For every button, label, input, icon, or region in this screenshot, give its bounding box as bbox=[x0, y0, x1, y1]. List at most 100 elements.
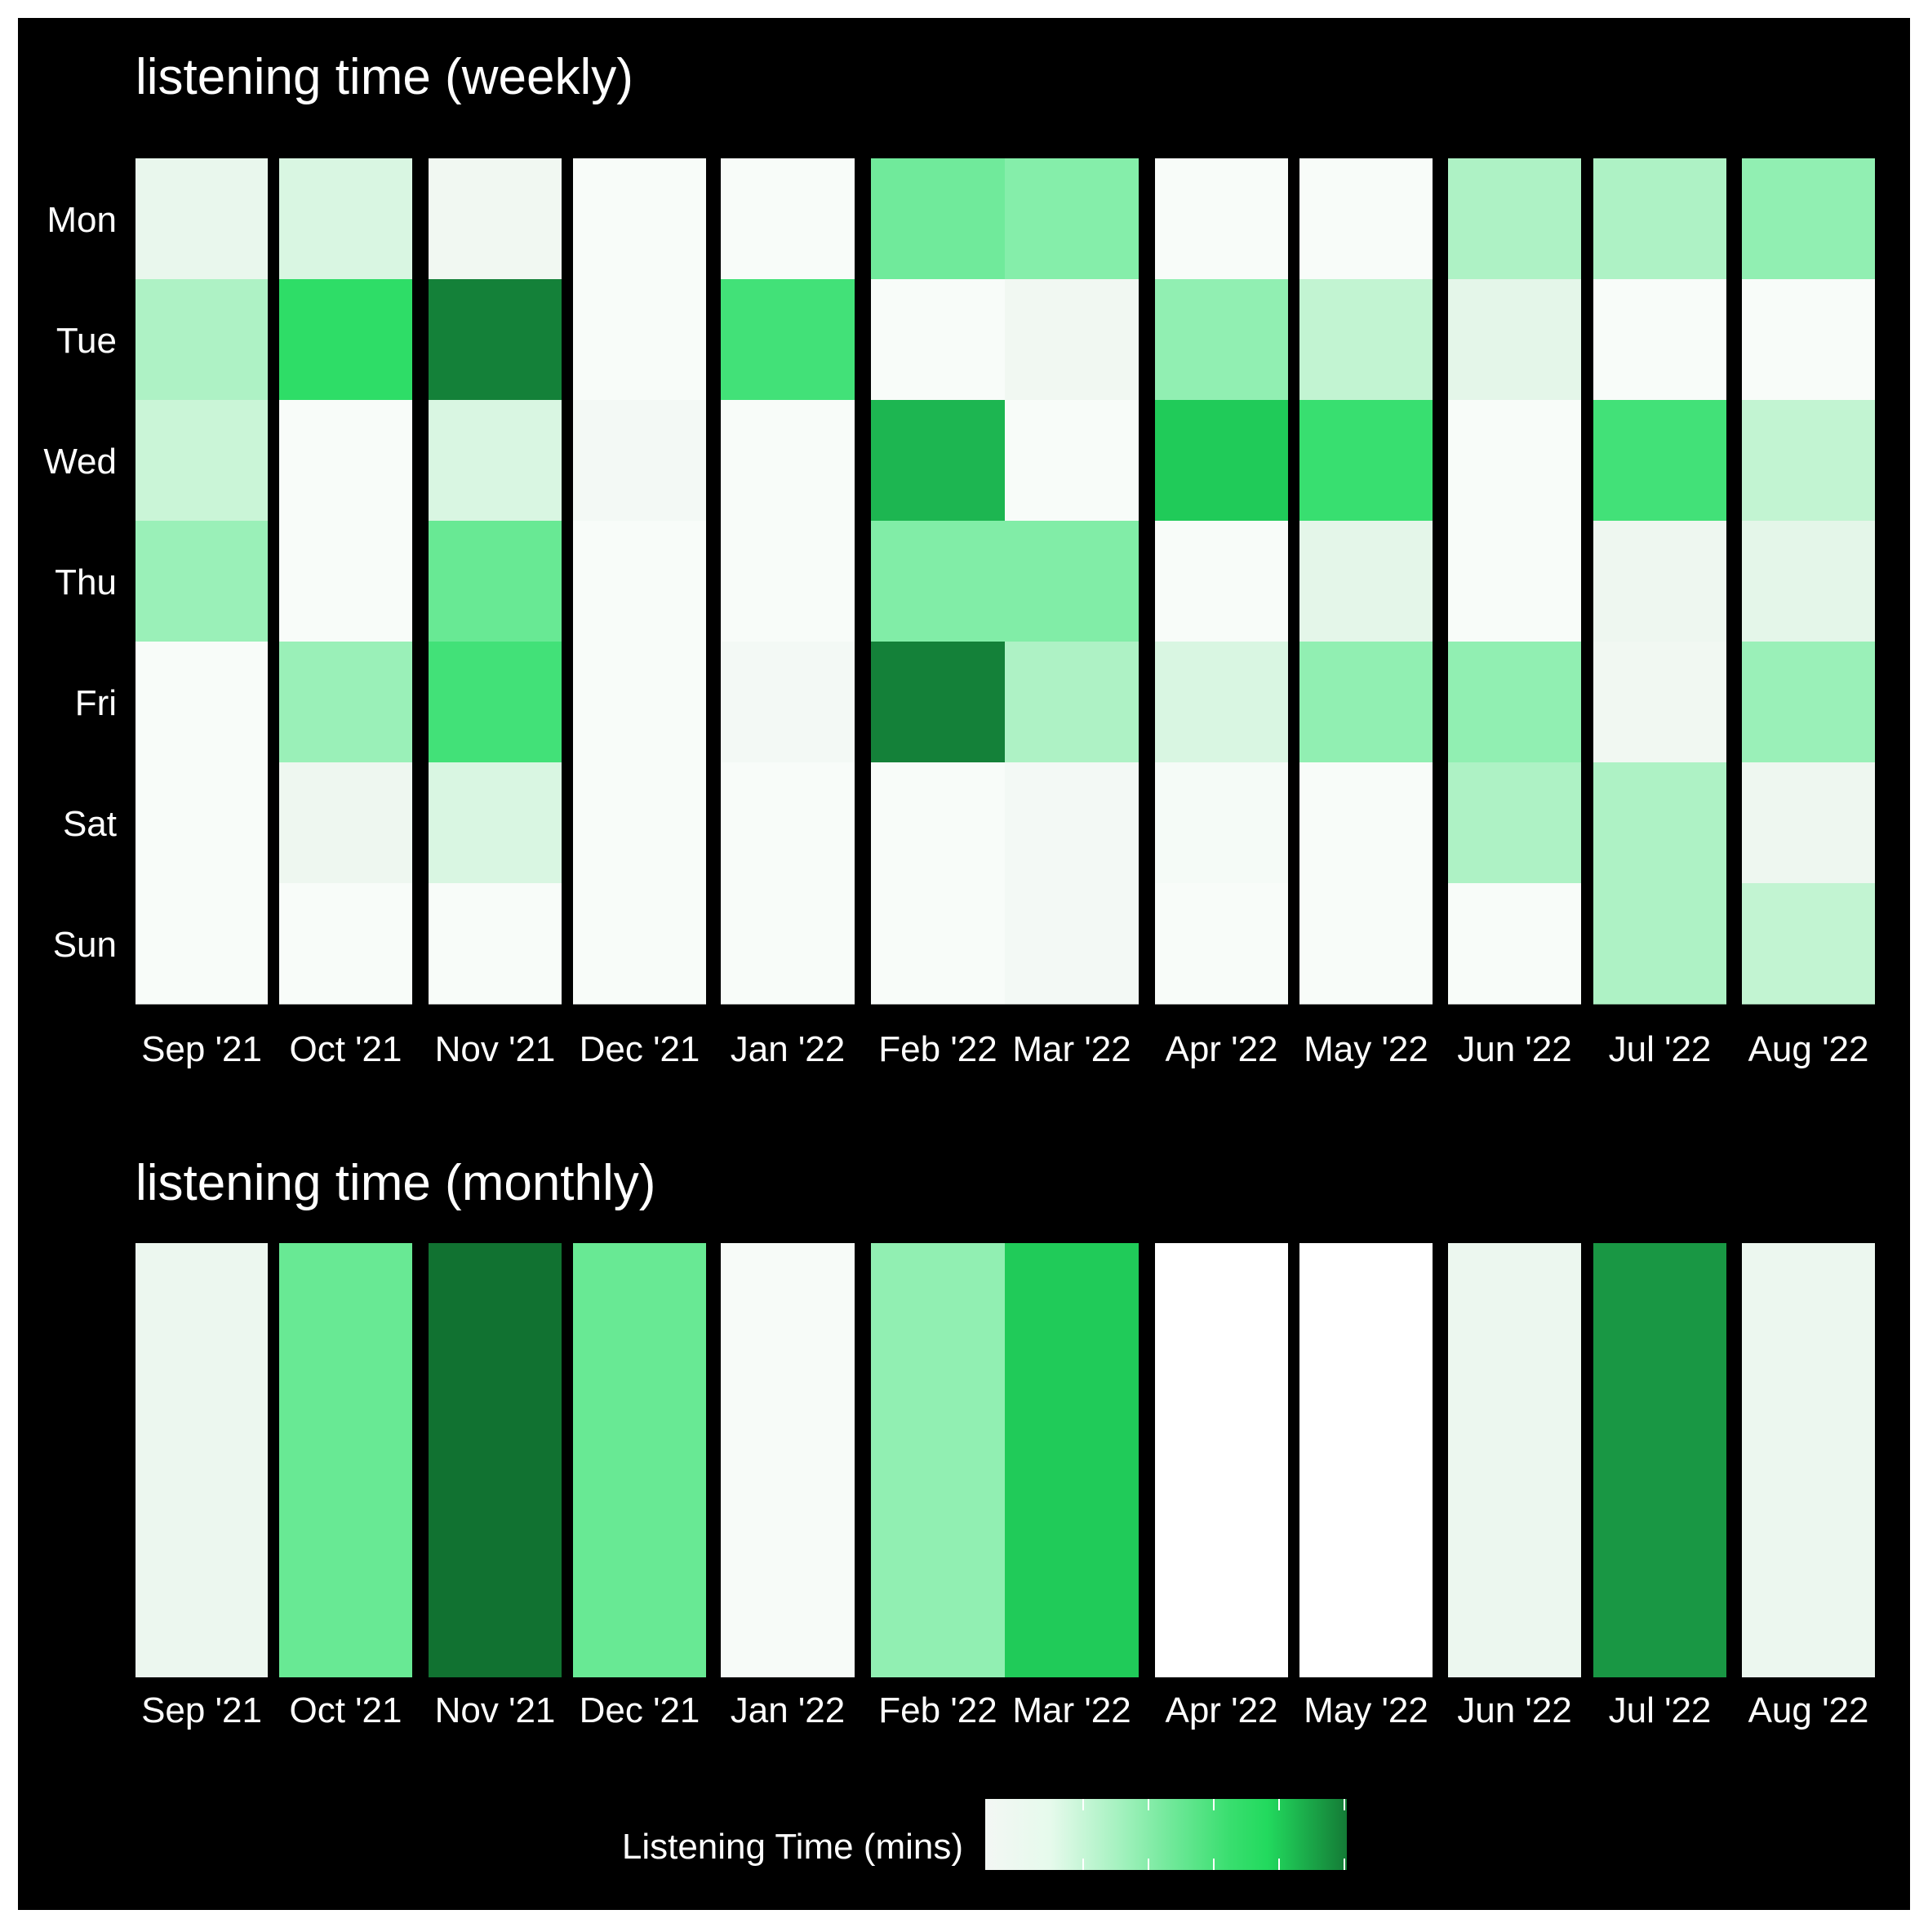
weekly-cell bbox=[721, 521, 855, 642]
weekly-cell bbox=[721, 279, 855, 401]
day-tick-label: Mon bbox=[47, 200, 117, 240]
day-tick-label: Tue bbox=[56, 321, 117, 361]
legend-colorbar bbox=[985, 1799, 1347, 1870]
month-tick-label: May '22 bbox=[1304, 1029, 1428, 1069]
weekly-cell bbox=[1593, 400, 1726, 522]
day-tick-label: Thu bbox=[55, 562, 117, 602]
month-tick-label: Aug '22 bbox=[1748, 1690, 1869, 1730]
month-tick-label: Nov '21 bbox=[435, 1690, 556, 1730]
weekly-cell bbox=[871, 642, 1005, 763]
weekly-cell bbox=[1005, 762, 1139, 884]
weekly-cell bbox=[871, 762, 1005, 884]
weekly-cell bbox=[429, 762, 562, 884]
month-tick-label: Sep '21 bbox=[141, 1690, 262, 1730]
weekly-cell bbox=[1448, 521, 1581, 642]
month-tick-label: Dec '21 bbox=[580, 1690, 700, 1730]
month-tick-label: Mar '22 bbox=[1012, 1029, 1131, 1069]
monthly-cell bbox=[721, 1243, 855, 1677]
monthly-cell bbox=[871, 1243, 1005, 1677]
weekly-cell bbox=[1448, 883, 1581, 1005]
weekly-title: listening time (weekly) bbox=[135, 49, 633, 105]
weekly-cell bbox=[1742, 642, 1875, 763]
weekly-heatmap: Mon Tue Wed Thu Fri Sat Sun Sep '21 Oct '21 Nov '… bbox=[43, 158, 1875, 1069]
weekly-cell bbox=[1742, 158, 1875, 280]
month-tick-label: Jul '22 bbox=[1609, 1690, 1712, 1730]
weekly-cell bbox=[1742, 279, 1875, 401]
weekly-cell bbox=[1155, 521, 1288, 642]
weekly-cell bbox=[1005, 883, 1139, 1005]
weekly-cell bbox=[1005, 279, 1139, 401]
weekly-cell bbox=[1005, 642, 1139, 763]
weekly-cell bbox=[871, 279, 1005, 401]
weekly-cell bbox=[1742, 521, 1875, 642]
weekly-cell bbox=[1448, 158, 1581, 280]
weekly-cell bbox=[1005, 158, 1139, 280]
weekly-cell bbox=[135, 279, 268, 401]
month-tick-label: Oct '21 bbox=[289, 1690, 402, 1730]
month-tick-label: Feb '22 bbox=[878, 1690, 997, 1730]
weekly-cell bbox=[1742, 400, 1875, 522]
weekly-cell bbox=[1448, 400, 1581, 522]
month-tick-label: Oct '21 bbox=[289, 1029, 402, 1069]
day-tick-label: Sat bbox=[63, 804, 117, 844]
weekly-cell bbox=[135, 158, 268, 280]
weekly-cell bbox=[1005, 521, 1139, 642]
weekly-cell bbox=[721, 642, 855, 763]
weekly-cell bbox=[1448, 762, 1581, 884]
weekly-cell bbox=[871, 158, 1005, 280]
weekly-cell bbox=[1299, 521, 1433, 642]
monthly-cell bbox=[429, 1243, 562, 1677]
weekly-cell bbox=[1299, 762, 1433, 884]
weekly-cell bbox=[135, 521, 268, 642]
weekly-cell bbox=[1005, 400, 1139, 522]
weekly-cell bbox=[429, 883, 562, 1005]
weekly-cell bbox=[1155, 400, 1288, 522]
day-tick-label: Wed bbox=[43, 442, 117, 482]
weekly-cell bbox=[279, 642, 412, 763]
legend-title: Listening Time (mins) bbox=[622, 1827, 963, 1867]
weekly-cell bbox=[721, 400, 855, 522]
weekly-cell bbox=[1155, 279, 1288, 401]
month-tick-label: Jan '22 bbox=[731, 1690, 846, 1730]
weekly-cell bbox=[1299, 642, 1433, 763]
weekly-cell bbox=[279, 521, 412, 642]
month-tick-label: Feb '22 bbox=[878, 1029, 997, 1069]
weekly-cell bbox=[1448, 642, 1581, 763]
day-tick-label: Fri bbox=[75, 683, 117, 723]
month-tick-label: Jan '22 bbox=[731, 1029, 846, 1069]
monthly-cell bbox=[1448, 1243, 1581, 1677]
weekly-cell bbox=[1742, 762, 1875, 884]
weekly-cell bbox=[279, 279, 412, 401]
weekly-cell bbox=[1742, 883, 1875, 1005]
weekly-cell bbox=[1593, 158, 1726, 280]
month-tick-label: Jun '22 bbox=[1457, 1690, 1572, 1730]
legend: listening time (weekly) listening time (… bbox=[135, 49, 1347, 1870]
weekly-cell bbox=[279, 158, 412, 280]
weekly-cell bbox=[1155, 158, 1288, 280]
month-tick-label: Mar '22 bbox=[1012, 1690, 1131, 1730]
weekly-cell bbox=[871, 400, 1005, 522]
weekly-cell bbox=[1155, 883, 1288, 1005]
day-tick-label: Sun bbox=[53, 925, 117, 965]
weekly-cell bbox=[279, 400, 412, 522]
month-tick-label: Apr '22 bbox=[1165, 1690, 1277, 1730]
monthly-heatmap: Sep '21 Oct '21 Nov '21 Dec '21 Jan '22 Feb '… bbox=[135, 1243, 1875, 1730]
weekly-cell bbox=[135, 400, 268, 522]
month-tick-label: Dec '21 bbox=[580, 1029, 700, 1069]
weekly-cell bbox=[1299, 883, 1433, 1005]
weekly-cell bbox=[429, 521, 562, 642]
weekly-cell bbox=[573, 400, 706, 522]
monthly-cell bbox=[573, 1243, 706, 1677]
weekly-cell bbox=[135, 883, 268, 1005]
weekly-cell bbox=[871, 521, 1005, 642]
monthly-cell bbox=[1593, 1243, 1726, 1677]
weekly-cell bbox=[429, 279, 562, 401]
monthly-cell bbox=[1155, 1243, 1288, 1677]
weekly-cell bbox=[1593, 521, 1726, 642]
weekly-cell bbox=[279, 762, 412, 884]
weekly-cell bbox=[871, 883, 1005, 1005]
weekly-cell bbox=[279, 883, 412, 1005]
monthly-title: listening time (monthly) bbox=[135, 1155, 655, 1211]
monthly-cell bbox=[279, 1243, 412, 1677]
